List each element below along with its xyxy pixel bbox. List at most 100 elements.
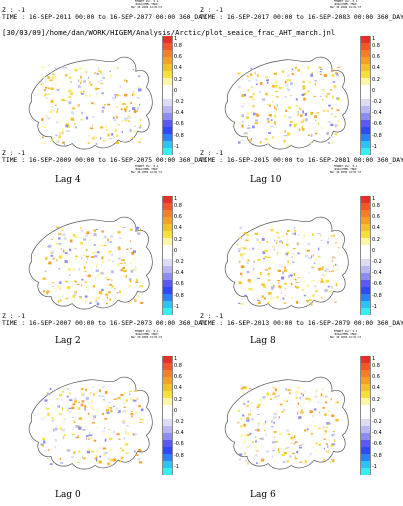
colorbar-swatch <box>360 64 371 71</box>
colorbar-swatch <box>162 266 173 273</box>
colorbar-swatch <box>360 461 371 468</box>
lag-label: Lag 0 <box>55 490 81 500</box>
colorbar-swatch <box>360 294 371 301</box>
colorbar-tick-label: 0.4 <box>372 65 380 72</box>
colorbar-swatch <box>360 266 371 273</box>
colorbar-swatch <box>360 217 371 224</box>
ferret-stamp: FERRET Ver. 6.1 NOAA/PMEL TMAP Mar 30 20… <box>330 0 362 9</box>
colorbar-tick-label: 0.4 <box>372 385 380 392</box>
colorbar-swatch <box>360 120 371 127</box>
colorbar-tick-label: 0.6 <box>372 214 380 221</box>
ferret-stamp: FERRET Ver. 6.1 NOAA/PMEL TMAP Mar 30 20… <box>131 165 163 174</box>
file-path-label: [30/03/09]/home/dan/WORK/HIGEM/Analysis/… <box>2 28 336 37</box>
colorbar-tick-label: 0.2 <box>372 236 380 243</box>
colorbar-swatch <box>360 426 371 433</box>
colorbar-swatch <box>162 120 173 127</box>
colorbar-swatch <box>360 370 371 377</box>
colorbar-swatch <box>162 43 173 50</box>
lag-label: Lag 10 <box>250 175 282 185</box>
colorbar-tick-label: 0.6 <box>174 374 182 381</box>
colorbar-tick-label: 1 <box>174 196 178 202</box>
colorbar-swatch <box>162 99 173 106</box>
colorbar-tick-label: 0.8 <box>174 203 182 209</box>
colorbar-swatch <box>360 287 371 294</box>
colorbar-tick-label: 0.8 <box>372 363 380 369</box>
colorbar-swatch <box>162 78 173 85</box>
colorbar-swatch <box>162 405 173 412</box>
colorbar-swatch <box>162 57 173 64</box>
colorbar-tick-label: 0 <box>174 407 178 414</box>
colorbar-swatch <box>162 433 173 440</box>
arctic-map <box>224 216 349 310</box>
colorbar-swatch <box>360 113 371 120</box>
colorbar <box>162 356 173 475</box>
colorbar-swatch <box>162 377 173 384</box>
coastline <box>28 216 153 310</box>
colorbar-swatch <box>360 148 371 155</box>
colorbar-tick-label: 0.8 <box>174 43 182 49</box>
colorbar-swatch <box>162 398 173 405</box>
colorbar-swatch <box>360 454 371 461</box>
colorbar-swatch <box>360 71 371 78</box>
arctic-map <box>28 56 153 150</box>
colorbar-swatch <box>360 85 371 92</box>
colorbar-tick-label: 0.6 <box>174 54 182 61</box>
colorbar-swatch <box>162 71 173 78</box>
colorbar-swatch <box>360 391 371 398</box>
colorbar-tick-label: -0.6 <box>372 441 382 448</box>
colorbar-tick-label: -0.8 <box>372 292 382 299</box>
colorbar-tick-label: -0.4 <box>174 430 184 437</box>
colorbar-swatch <box>360 203 371 210</box>
colorbar-swatch <box>360 43 371 50</box>
colorbar-tick-label: -1 <box>174 303 179 310</box>
sea-ice-field <box>40 386 144 466</box>
colorbar-swatch <box>162 148 173 155</box>
colorbar-swatch <box>360 57 371 64</box>
lag-label: Lag 8 <box>250 336 276 346</box>
colorbar-tick-label: -0.4 <box>372 430 382 437</box>
colorbar-swatch <box>162 384 173 391</box>
colorbar-tick-label: 0.4 <box>372 225 380 232</box>
colorbar-swatch <box>162 308 173 315</box>
lag-label: Lag 4 <box>55 175 81 185</box>
lag-label: Lag 6 <box>250 490 276 500</box>
colorbar-swatch <box>360 141 371 148</box>
colorbar <box>360 36 371 155</box>
colorbar-swatch <box>162 426 173 433</box>
colorbar-swatch <box>360 273 371 280</box>
colorbar-swatch <box>162 127 173 134</box>
colorbar-swatch <box>360 398 371 405</box>
colorbar-tick-label: -0.6 <box>174 121 184 128</box>
colorbar-swatch <box>360 468 371 475</box>
colorbar-swatch <box>360 419 371 426</box>
z-label: Z : -1 <box>200 6 224 14</box>
time-label: TIME : 16-SEP-2015 00:00 to 16-SEP-2081 … <box>200 156 403 164</box>
colorbar-swatch <box>360 196 371 203</box>
colorbar-swatch <box>162 391 173 398</box>
time-label: TIME : 16-SEP-2017 00:00 to 16-SEP-2083 … <box>200 13 403 21</box>
colorbar-swatch <box>162 85 173 92</box>
colorbar-tick-label: 1 <box>372 196 376 202</box>
sea-ice-field <box>237 386 340 465</box>
colorbar-swatch <box>360 356 371 363</box>
colorbar-swatch <box>162 440 173 447</box>
sea-ice-field <box>236 226 340 306</box>
colorbar-tick-label: -0.6 <box>174 281 184 288</box>
colorbar-swatch <box>360 127 371 134</box>
ferret-stamp: FERRET Ver. 6.1 NOAA/PMEL TMAP Mar 30 20… <box>131 0 163 9</box>
colorbar-tick-label: 0.4 <box>174 225 182 232</box>
colorbar-swatch <box>162 468 173 475</box>
z-label: Z : -1 <box>2 6 26 14</box>
colorbar-tick-label: 0.6 <box>174 214 182 221</box>
colorbar-swatch <box>162 370 173 377</box>
arctic-map <box>28 376 153 470</box>
colorbar-swatch <box>360 433 371 440</box>
colorbar-tick-label: 0 <box>372 87 376 94</box>
colorbar-tick-label: 0.4 <box>174 385 182 392</box>
colorbar-swatch <box>360 99 371 106</box>
colorbar-tick-label: -0.2 <box>174 418 184 425</box>
z-label: Z : -1 <box>2 149 26 157</box>
colorbar-tick-label: -0.2 <box>174 98 184 105</box>
colorbar-tick-label: -0.6 <box>174 441 184 448</box>
colorbar-swatch <box>162 273 173 280</box>
